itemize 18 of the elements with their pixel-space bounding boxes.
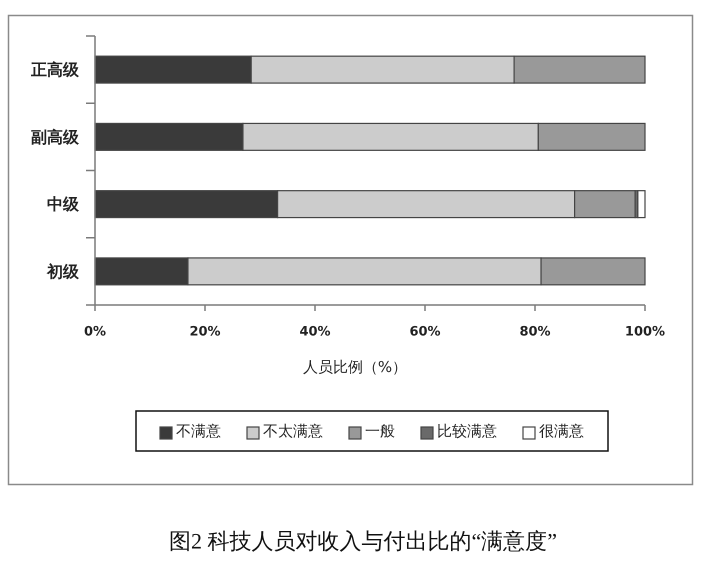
text: 图2 科技人员对收入与付出比的“满意度” xyxy=(168,528,558,554)
legend-label: 不太满意 xyxy=(263,422,323,440)
legend-label: 很满意 xyxy=(539,422,584,440)
x-tick-label: 100% xyxy=(624,324,666,340)
y-tick-label: 初级 xyxy=(46,262,80,281)
x-tick-label: 80% xyxy=(519,324,551,340)
legend-label: 一般 xyxy=(365,422,395,440)
x-tick-label: 40% xyxy=(299,324,331,340)
y-tick-label: 正高级 xyxy=(30,60,80,80)
y-tick-label: 副高级 xyxy=(31,127,80,146)
x-axis-title: 人员比例（%） xyxy=(302,358,408,376)
x-tick-label: 0% xyxy=(84,324,106,340)
y-tick-label: 中级 xyxy=(47,194,80,214)
legend-label: 不满意 xyxy=(176,422,221,440)
x-tick-label: 20% xyxy=(189,324,221,340)
bar xyxy=(637,190,646,218)
legend-label: 比较满意 xyxy=(437,422,497,440)
x-tick-label: 60% xyxy=(409,324,441,340)
